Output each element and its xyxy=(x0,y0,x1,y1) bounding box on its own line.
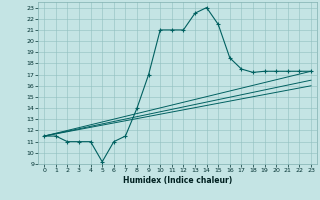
X-axis label: Humidex (Indice chaleur): Humidex (Indice chaleur) xyxy=(123,176,232,185)
